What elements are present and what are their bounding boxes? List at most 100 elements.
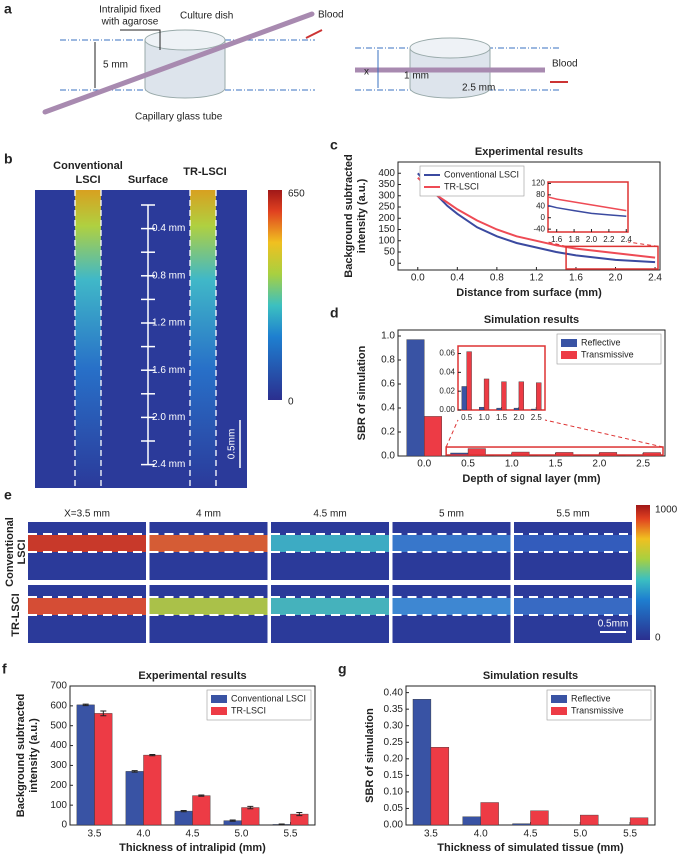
x-tick-label: 2.0: [592, 459, 606, 470]
y-tick-label: 0.00: [439, 405, 455, 414]
y-tick-label: 300: [50, 760, 67, 771]
panel-a: a 5 mm Intralipid fixed with agarose Cul…: [4, 1, 578, 123]
y-tick-label: 400: [50, 740, 67, 751]
dish-top: [144, 29, 226, 51]
vessel: [514, 598, 632, 615]
zoom-region: [565, 245, 659, 270]
column-label: 4.5 mm: [313, 509, 346, 520]
y-tick-label: 0.15: [384, 770, 404, 781]
colorbar-label: 0: [655, 633, 661, 644]
y-tick-label: 200: [378, 213, 395, 224]
x-tick-label: 0.5: [461, 459, 475, 470]
legend-label: TR-LSCI: [231, 705, 266, 715]
bar: [513, 407, 520, 410]
bar: [496, 407, 502, 410]
x-tick-label: 5.5: [284, 829, 298, 840]
legend-label: Transmissive: [581, 349, 634, 359]
column-label: 5 mm: [439, 509, 464, 520]
legend-label: Conventional LSCI: [231, 693, 306, 703]
y-tick-label: 700: [50, 681, 67, 692]
x-tick-label: 0.5: [461, 413, 473, 422]
bar: [461, 386, 467, 410]
colorbar-label: 650: [288, 189, 305, 200]
y-tick-label: 350: [378, 179, 395, 190]
x-tick-label: 1.8: [569, 235, 581, 244]
bar: [518, 381, 524, 410]
text: LSCI: [75, 174, 100, 186]
marks: [548, 196, 627, 218]
text: x: [364, 67, 369, 78]
bar: [512, 823, 531, 825]
zoom-link: [544, 419, 664, 448]
legend-swatch: [551, 707, 567, 715]
marks: [417, 172, 656, 264]
x-tick-label: 0.4: [450, 273, 464, 284]
colorbar: [268, 190, 282, 400]
text: Intralipid fixed: [99, 5, 161, 16]
depth-label: 1.2 mm: [152, 318, 185, 329]
x-tick-label: 0.8: [490, 273, 504, 284]
y-tick-label: 250: [378, 202, 395, 213]
x-tick-label: 5.5: [623, 829, 637, 840]
bar: [143, 754, 162, 825]
legend-swatch: [561, 351, 577, 359]
y-tick-label: 1.0: [381, 331, 395, 342]
y-tick-label: 100: [378, 235, 395, 246]
x-tick-label: 1.2: [529, 273, 543, 284]
column-label: X=3.5 mm: [64, 509, 110, 520]
text: TR-LSCI: [183, 166, 226, 178]
error-bar: [229, 819, 236, 822]
y-axis-label: Background subtracted: [343, 154, 355, 277]
marks: [461, 351, 542, 410]
bar: [424, 416, 442, 456]
x-tick-label: 4.0: [474, 829, 488, 840]
line: [548, 204, 627, 218]
y-tick-label: 120: [532, 179, 546, 188]
depth-label: 2.0 mm: [152, 412, 185, 423]
scale-label: 0.5mm: [598, 619, 629, 630]
y-tick-label: 0: [389, 258, 395, 269]
chart-title: Simulation results: [483, 670, 578, 682]
bar: [480, 802, 499, 825]
y-axis-label: SBR of simulation: [356, 345, 368, 440]
zoom-link: [445, 419, 459, 448]
legend-swatch: [211, 707, 227, 715]
plot-frame: [547, 181, 629, 233]
bar: [531, 408, 537, 410]
x-tick-label: 4.5: [524, 829, 538, 840]
y-tick-label: 0.10: [384, 787, 404, 798]
vessel: [514, 535, 632, 552]
y-tick-label: 0.05: [384, 803, 404, 814]
depth-label: 2.4 mm: [152, 459, 185, 470]
column-label: 5.5 mm: [556, 509, 589, 520]
y-axis-label: SBR of simulation: [364, 708, 376, 803]
error-bar: [296, 811, 303, 817]
bar: [412, 699, 432, 825]
arrow: [305, 29, 323, 39]
y-tick-label: 80: [536, 190, 545, 199]
x-axis-label: Thickness of simulated tissue (mm): [437, 842, 624, 854]
bar: [76, 704, 95, 825]
text: Culture dish: [180, 11, 233, 22]
bar: [555, 452, 574, 456]
zoom-region: [445, 446, 664, 456]
y-tick-label: 0.40: [384, 687, 404, 698]
vessel: [149, 535, 268, 552]
x-tick-label: 5.0: [573, 829, 587, 840]
y-tick-label: 400: [378, 168, 395, 179]
bar: [599, 452, 618, 456]
x-tick-label: 0.0: [411, 273, 425, 284]
y-tick-label: 0.2: [381, 427, 395, 438]
vessel: [190, 190, 216, 488]
panel-e: e Conventional LSCI TR-LSCI 1000 0 X=3.5…: [4, 487, 678, 644]
x-tick-label: 1.0: [479, 413, 491, 422]
vessel: [271, 598, 389, 615]
text: Capillary glass tube: [135, 112, 223, 123]
pointer: [120, 29, 161, 50]
error-bar: [198, 794, 205, 797]
y-tick-label: 0.4: [381, 403, 395, 414]
y-tick-label: 500: [50, 720, 67, 731]
y-tick-label: 0.6: [381, 379, 395, 390]
panel-label: b: [4, 151, 13, 167]
